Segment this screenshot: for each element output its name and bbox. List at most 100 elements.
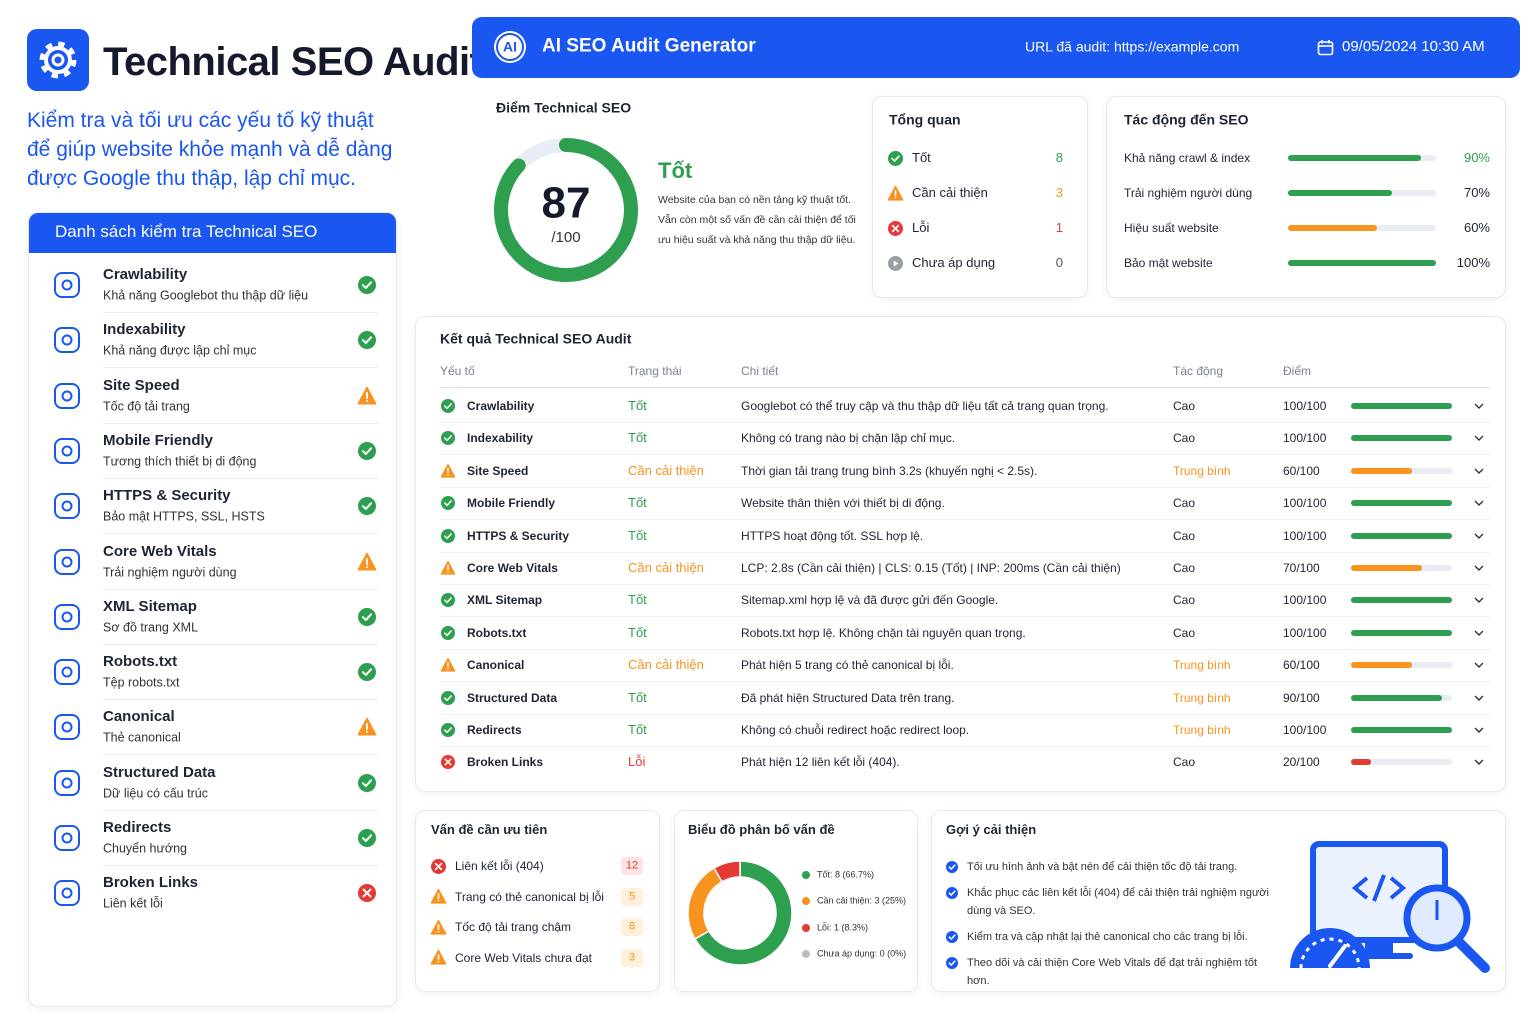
score-text: Website của bạn có nền tảng kỹ thuật tốt… — [658, 194, 856, 246]
impact-level: Trung bình — [1173, 722, 1231, 737]
icon-shape — [358, 607, 376, 626]
impact-level: Trung bình — [1173, 657, 1231, 672]
expand-chevron[interactable] — [1474, 565, 1484, 571]
detail: Thời gian tải trang trung bình 3.2s (khu… — [741, 463, 1038, 478]
status-icon — [440, 463, 456, 478]
score-bar — [1351, 597, 1452, 604]
icon-shape — [358, 497, 376, 516]
column-header: Tác động — [1173, 363, 1224, 378]
suggestion: Tối ưu hình ảnh và bật nén để cải thiện … — [967, 861, 1238, 873]
icon-shape — [948, 960, 956, 967]
expand-chevron[interactable] — [1474, 759, 1484, 766]
icon-shape — [447, 668, 449, 670]
detail: Phát hiện 12 liên kết lỗi (404). — [741, 755, 900, 770]
row-rule — [440, 454, 1490, 456]
item-desc: Sơ đồ trang XML — [103, 620, 199, 635]
item-desc: Trải nghiệm người dùng — [103, 565, 237, 579]
page-title: Technical SEO Audit — [103, 40, 483, 84]
chevron-shape — [1474, 630, 1484, 636]
icon-shape — [441, 431, 455, 446]
icon-shape — [894, 196, 896, 198]
check-icon — [946, 931, 958, 943]
factor: HTTPS & Security — [467, 528, 570, 543]
score-gauge — [494, 138, 638, 282]
item-desc: Tệp robots.txt — [103, 675, 180, 690]
status-icon — [357, 718, 377, 736]
status-icon — [358, 497, 376, 516]
expand-chevron[interactable] — [1474, 435, 1484, 442]
icon-shape — [437, 899, 439, 902]
column-header: Điểm — [1283, 363, 1312, 378]
status-icon — [441, 431, 455, 446]
score-label: 100/100 — [1283, 528, 1327, 543]
item-icon — [54, 714, 80, 741]
expand-chevron[interactable] — [1474, 403, 1484, 409]
suggestion: Kiểm tra và cập nhật lại thẻ canonical c… — [967, 931, 1248, 943]
icon-shape — [362, 888, 372, 898]
expand-chevron[interactable] — [1474, 695, 1484, 701]
factor: Broken Links — [467, 755, 544, 770]
status-label: Lỗi — [628, 754, 646, 770]
row-rule — [440, 648, 1490, 650]
item-name: Broken Links — [103, 874, 199, 892]
top-bar — [472, 17, 1520, 78]
separator — [103, 422, 378, 424]
priority-label: Trang có thẻ canonical bị lỗi — [455, 889, 604, 904]
impact-level: Cao — [1173, 560, 1196, 575]
column-header: Chi tiết — [741, 363, 779, 378]
row-rule — [440, 584, 1490, 585]
overview-count: 3 — [1055, 185, 1063, 201]
item-name: Robots.txt — [103, 653, 178, 671]
icon-shape — [890, 154, 900, 162]
row-rule — [440, 486, 1490, 488]
row-rule — [440, 422, 1490, 423]
expand-chevron[interactable] — [1474, 468, 1484, 474]
status-label: Tốt — [628, 689, 647, 705]
chevron-shape — [1474, 533, 1484, 539]
factor: Structured Data — [467, 690, 558, 705]
expand-chevron[interactable] — [1474, 597, 1484, 604]
separator — [103, 533, 378, 535]
icon-shape — [946, 931, 958, 943]
item-icon — [54, 769, 80, 796]
impact-title: Tác động đến SEO — [1124, 111, 1249, 128]
expand-chevron[interactable] — [1474, 500, 1484, 507]
score-label: 100/100 — [1283, 398, 1327, 413]
item-icon — [54, 825, 80, 851]
status-icon — [441, 528, 455, 543]
status-icon — [887, 150, 903, 166]
icon-shape — [441, 399, 455, 413]
distribution-title: Biểu đồ phân bố vấn đề — [688, 822, 835, 838]
detail: HTTPS hoạt động tốt. SSL hợp lệ. — [741, 528, 924, 543]
expand-chevron[interactable] — [1474, 727, 1484, 733]
factor: Robots.txt — [467, 625, 527, 640]
status-icon — [358, 829, 376, 847]
expand-chevron[interactable] — [1474, 662, 1484, 669]
score-bar — [1351, 694, 1442, 701]
score-max: /100 — [551, 229, 581, 246]
icon-shape — [441, 625, 455, 640]
priority-label: Tốc độ tải trang chậm — [455, 919, 572, 934]
icon-shape — [358, 331, 376, 350]
score-label: 70/100 — [1283, 560, 1320, 575]
icon-shape — [893, 260, 898, 266]
donut-segment — [687, 866, 724, 941]
icon-shape — [437, 960, 439, 963]
status-icon — [430, 858, 446, 874]
icon-shape — [54, 714, 80, 741]
overview-label: Cần cải thiện — [912, 185, 988, 201]
item-icon — [54, 382, 80, 409]
impact-level: Cao — [1173, 495, 1196, 510]
detail: Sitemap.xml hợp lệ và đã được gửi đến Go… — [741, 593, 999, 608]
icon-shape — [441, 528, 455, 543]
app-title: AI SEO Audit Generator — [542, 35, 756, 57]
expand-chevron[interactable] — [1474, 630, 1484, 636]
icon-shape — [437, 930, 439, 932]
expand-chevron[interactable] — [1474, 533, 1484, 539]
detail: Robots.txt hợp lệ. Không chặn tài nguyên… — [741, 625, 1026, 640]
status-icon — [441, 593, 455, 608]
chevron-shape — [1474, 759, 1484, 766]
status-icon — [441, 399, 455, 413]
item-desc: Bảo mật HTTPS, SSL, HSTS — [103, 509, 265, 524]
count-badge — [621, 857, 643, 875]
